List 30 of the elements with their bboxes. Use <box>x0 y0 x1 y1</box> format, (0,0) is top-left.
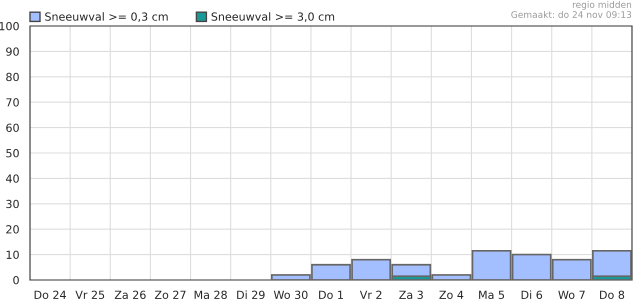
x-tick-label: Wo 7 <box>558 290 585 300</box>
x-tick-label: Za 26 <box>114 290 146 300</box>
x-tick-label: Vr 2 <box>360 290 382 299</box>
x-tick-label: Do 24 <box>34 290 66 300</box>
y-tick-label: 70 <box>6 98 19 107</box>
y-tick-label: 40 <box>6 174 19 183</box>
x-tick-label: Di 29 <box>237 290 265 300</box>
x-tick-label: Vr 25 <box>75 290 104 300</box>
x-tick-label: Wo 30 <box>274 290 308 300</box>
text: regio midden <box>572 1 632 10</box>
x-tick-label: Do 8 <box>600 290 624 300</box>
x-tick-label: Di 6 <box>522 290 542 300</box>
x-tick-label: Ma 28 <box>194 290 227 300</box>
y-tick-label: 90 <box>6 47 19 56</box>
x-tick-label: Zo 27 <box>154 290 186 300</box>
y-tick-label: 100 <box>0 22 19 30</box>
y-tick-label: 60 <box>6 124 19 132</box>
y-tick-label: 80 <box>6 72 19 82</box>
y-tick-label: 20 <box>6 225 19 234</box>
y-tick-label: 10 <box>6 250 19 259</box>
x-tick-label: Za 3 <box>399 290 423 300</box>
y-tick-label: 50 <box>6 148 19 158</box>
x-tick-label: Ma 5 <box>479 290 504 300</box>
text: Gemaakt: do 24 nov 09:13 <box>511 11 632 18</box>
x-tick-label: Zo 4 <box>439 290 464 300</box>
y-tick-label: 0 <box>13 276 19 284</box>
y-tick-label: 30 <box>6 200 19 208</box>
legend-label: Sneeuwval >= 3,0 cm <box>212 12 334 22</box>
legend-label: Sneeuwval >= 0,3 cm <box>45 12 168 22</box>
x-tick-label: Do 1 <box>319 290 343 300</box>
